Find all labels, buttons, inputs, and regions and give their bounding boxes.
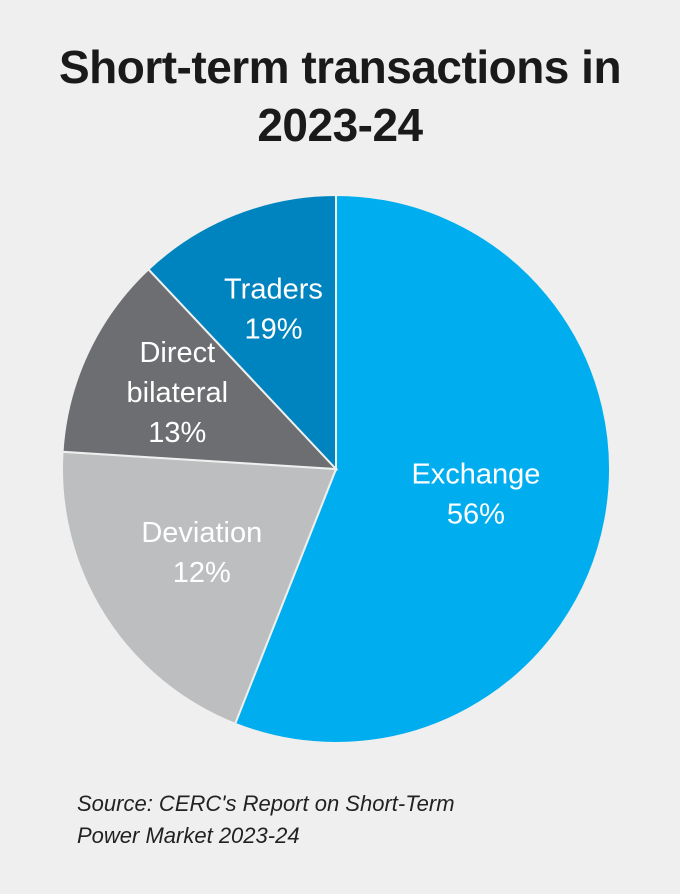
slice-label-text: 12% (173, 557, 231, 589)
chart-title-line-2: 2023-24 (257, 99, 423, 151)
pie-slice-exchange (233, 193, 611, 744)
pie-slice-deviation (61, 450, 338, 726)
slice-label-text: Direct (139, 337, 215, 369)
source-line-1: Source: CERC's Report on Short-Term (77, 791, 455, 816)
chart-title-line-1: Short-term transactions in (58, 41, 622, 93)
source-note: Source: CERC's Report on Short-Term Powe… (77, 788, 637, 852)
chart-title: Short-term transactions in 2023-24 (0, 38, 680, 154)
slice-label-deviation: Deviation 12% (141, 517, 262, 589)
slice-label-exchange: Exchange 56% (411, 458, 540, 530)
slice-label-traders: Traders 19% (224, 274, 323, 346)
slice-label-text: Deviation (141, 517, 262, 549)
slice-label-text: 19% (244, 314, 302, 346)
slice-label-text: Traders (224, 274, 323, 306)
slice-label-text: 13% (148, 417, 206, 449)
slice-label-text: Exchange (411, 458, 540, 490)
pie-slice-traders (147, 193, 337, 472)
pie-slice-direct-bilateral (61, 267, 339, 471)
slice-label-direct-bilateral: Direct bilateral 13% (127, 337, 229, 449)
slice-label-text: 56% (447, 498, 505, 530)
source-line-2: Power Market 2023-24 (77, 823, 300, 848)
slice-label-text: bilateral (127, 377, 229, 409)
